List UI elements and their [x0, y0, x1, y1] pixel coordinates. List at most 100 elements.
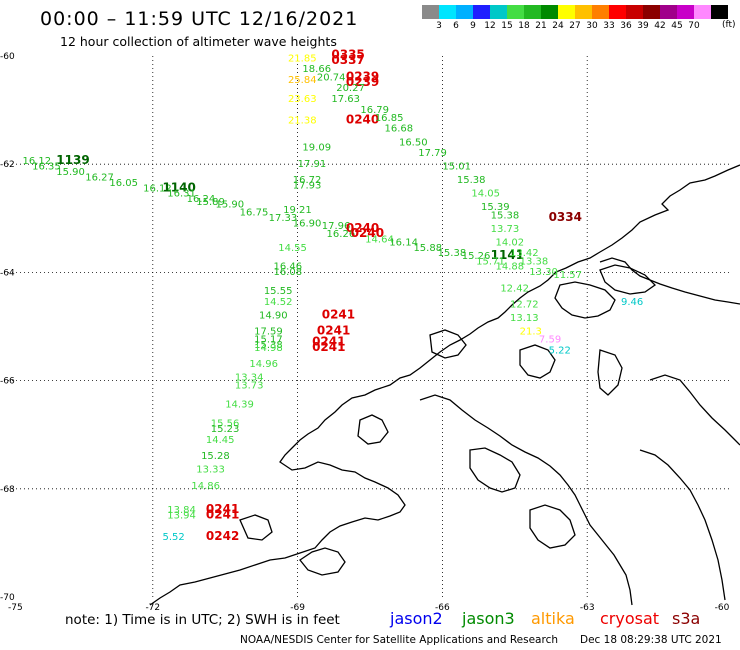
wave-height-label: 16.90	[293, 218, 322, 229]
legend-labels: 3 6 9 12 15 18 21 24 27 30 33 36 39 42 45 70	[422, 19, 740, 33]
wave-height-label: 17.63	[331, 94, 360, 105]
wave-height-label: 14.88	[495, 262, 524, 273]
wave-height-label: 12.72	[510, 300, 539, 311]
legend-swatch	[524, 5, 541, 19]
axis-labels: -60 -62 -64 -66 -68 -70-75 -72 -69 -66 -63 -60	[0, 52, 730, 613]
wave-height-label: 16.79	[360, 105, 389, 116]
longitude-label: -66	[435, 603, 450, 613]
wave-height-label: 14.45	[206, 435, 235, 446]
wave-height-label: 13.34	[235, 373, 264, 384]
latitude-label: -60	[0, 52, 15, 62]
wave-height-label: 16.31	[167, 189, 196, 200]
pass-time-label: 0242	[206, 529, 239, 543]
satellite-name: jason2	[390, 609, 443, 628]
wave-height-label: 15.23	[211, 424, 240, 435]
wave-height-label: 19.09	[302, 143, 331, 154]
legend-swatch	[643, 5, 660, 19]
legend-swatch	[575, 5, 592, 19]
wave-height-label: 15.71	[476, 256, 505, 267]
wave-height-label: 16.05	[109, 178, 138, 189]
legend-swatch	[694, 5, 711, 19]
legend-swatches	[422, 5, 740, 19]
wave-height-label: 13.42	[510, 248, 539, 259]
legend-swatch	[473, 5, 490, 19]
wave-height-label: 21.85	[288, 53, 317, 64]
legend-label: 33	[603, 21, 615, 31]
legend-swatch	[507, 5, 524, 19]
legend-label: 15	[501, 21, 513, 31]
legend-swatch	[626, 5, 643, 19]
legend-swatch	[558, 5, 575, 19]
legend-swatch	[677, 5, 694, 19]
wave-height-label: 16.68	[384, 124, 413, 135]
page-title: 00:00 – 11:59 UTC 12/16/2021	[40, 8, 359, 30]
wave-height-label: 5.22	[549, 346, 571, 357]
wave-height-label: 17.96	[322, 221, 351, 232]
wave-height-label: 20.74	[317, 72, 346, 83]
latitude-label: -68	[0, 485, 15, 495]
satellite-name: jason3	[462, 609, 515, 628]
longitude-label: -60	[715, 603, 730, 613]
pass-time-label: 0241	[206, 502, 239, 516]
wave-height-label: 14.52	[264, 297, 293, 308]
wave-height-label: 15.39	[481, 202, 510, 213]
legend-swatch	[660, 5, 677, 19]
pass-time-label: 0337	[331, 53, 364, 67]
wave-height-label: 17.93	[293, 181, 322, 192]
wave-height-label: 14.98	[254, 343, 283, 354]
footer-note: note: 1) Time is in UTC; 2) SWH is in fe…	[65, 612, 340, 628]
pass-time-label: 0239	[346, 69, 379, 83]
wave-height-label: 15.38	[254, 340, 283, 351]
wave-height-label: 20.27	[336, 83, 365, 94]
longitude-label: -75	[8, 603, 23, 613]
wave-height-label: 7.59	[539, 335, 561, 346]
legend-label: 45	[671, 21, 683, 31]
wave-height-label: 15.28	[201, 451, 230, 462]
legend-swatch	[541, 5, 558, 19]
wave-height-label: 15.90	[216, 199, 245, 210]
pass-time-label: 0239	[346, 75, 379, 89]
wave-height-label: 16.72	[293, 175, 322, 186]
pass-time-label: 0241	[312, 334, 345, 348]
wave-height-label: 13.73	[491, 224, 520, 235]
wave-height-label: 14.96	[249, 359, 278, 370]
coastline	[149, 164, 740, 606]
wave-height-label: 15.56	[211, 419, 240, 430]
page-subtitle: 12 hour collection of altimeter wave hei…	[60, 34, 337, 49]
map-gridlines	[8, 56, 732, 597]
wave-height-label: 23.63	[288, 94, 317, 105]
wave-height-label: 17.91	[298, 159, 327, 170]
wave-height-label: 15.55	[264, 286, 293, 297]
wave-height-label: 16.35	[32, 162, 61, 173]
legend-label: 21	[535, 21, 547, 31]
wave-height-label: 17.33	[269, 213, 298, 224]
wave-height-label: 16.27	[85, 172, 114, 183]
wave-height-label: 13.73	[235, 381, 264, 392]
wave-height-label: 14.86	[191, 481, 220, 492]
wave-height-label: 9.46	[621, 297, 643, 308]
wave-height-label: 16.08	[273, 267, 302, 278]
wave-height-label: 13.13	[510, 313, 539, 324]
timestamp: Dec 18 08:29:38 UTC 2021	[580, 634, 722, 646]
pass-time-label: 0241	[317, 324, 350, 338]
pass-time-label: 0241	[322, 307, 355, 321]
wave-height-label: 16.24	[187, 194, 216, 205]
credit-line: NOAA/NESDIS Center for Satellite Applica…	[240, 634, 558, 646]
color-legend: 3 6 9 12 15 18 21 24 27 30 33 36 39 42 45 70	[422, 5, 740, 33]
pass-time-label: 0335	[331, 48, 364, 62]
wave-height-label: 15.38	[457, 175, 486, 186]
satellite-name: altika	[531, 609, 575, 628]
wave-height-label: 16.46	[273, 262, 302, 273]
wave-height-label: 13.84	[167, 505, 196, 516]
legend-label: 18	[518, 21, 530, 31]
latitude-label: -66	[0, 377, 15, 387]
wave-height-label: 16.12	[143, 183, 172, 194]
longitude-label: -69	[290, 603, 305, 613]
pass-time-label: 0240	[351, 226, 384, 240]
pass-time-label: 1139	[56, 153, 89, 167]
legend-swatch	[711, 5, 728, 19]
legend-label: 9	[470, 21, 476, 31]
legend-label: 39	[637, 21, 649, 31]
wave-height-label: 15.88	[413, 243, 442, 254]
longitude-label: -63	[580, 603, 595, 613]
